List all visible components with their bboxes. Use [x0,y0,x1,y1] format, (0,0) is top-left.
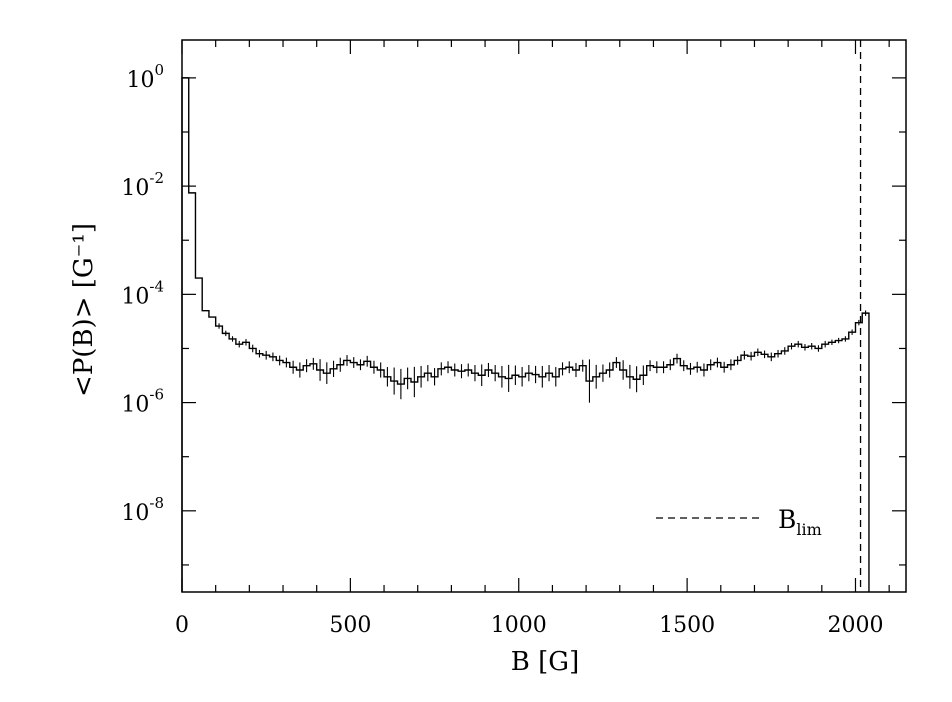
x-tick-label: 0 [175,613,189,638]
x-tick-label: 1500 [659,613,715,638]
error-bars [218,310,867,403]
y-tick-label: 10-6 [121,386,164,418]
x-tick-label: 2000 [827,613,883,638]
x-tick-label: 1000 [491,613,547,638]
axis-tick-labels: 0 500 1000 1500 2000 100 10-2 10-4 10-6 10-8 [121,61,883,638]
plot-border [181,39,907,593]
x-axis-title: B [G] [511,647,579,677]
x-tick-label: 500 [329,613,371,638]
histogram-step-line [181,77,870,592]
y-tick-label: 10-8 [121,494,164,526]
legend: Blim [656,505,822,539]
y-tick-label: 10-2 [121,169,164,201]
axis-ticks [181,40,906,592]
y-tick-label: 100 [126,61,164,93]
y-tick-label: 10-4 [121,277,164,309]
y-axis-title: <P(B)> [G⁻¹] [69,223,99,397]
legend-label: Blim [778,505,822,539]
histogram-series [181,77,870,592]
plot-frame [181,39,907,593]
